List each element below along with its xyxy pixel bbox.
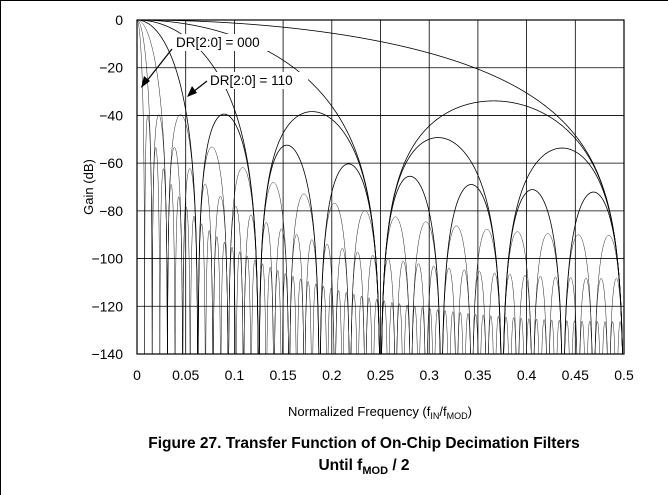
x-tick-label: 0.45 — [562, 367, 589, 383]
filter-curve-series-6 — [137, 20, 623, 354]
caption-line-2: Until fMOD / 2 — [318, 457, 410, 478]
x-tick-label: 0.3 — [419, 367, 439, 383]
x-axis-label: Normalized Frequency (fIN/fMOD) — [288, 404, 472, 421]
x-tick-label: 0.05 — [172, 367, 199, 383]
x-tick-label: 0.5 — [614, 367, 634, 383]
annotation-000-arrowhead — [141, 76, 150, 88]
y-tick-label: −80 — [99, 203, 123, 219]
decimation-filter-chart: 0 −20 −40 −60 −80 −100 −120 −140 0 0.05 0.1 0.15 0.… — [81, 12, 634, 421]
figure-caption: Figure 27. Transfer Function of On-Chip … — [60, 433, 668, 482]
annotation-110-bg — [208, 72, 308, 89]
annotation-000-bg — [174, 34, 274, 51]
filter-curve-series-2 — [137, 20, 623, 354]
y-tick-label: 0 — [115, 12, 123, 28]
filter-curve-series-0 — [137, 20, 623, 354]
annotation-110-arrowhead — [187, 86, 197, 97]
y-tick-labels: 0 −20 −40 −60 −80 −100 −120 −140 — [91, 12, 123, 362]
filter-curves — [137, 20, 623, 354]
x-tick-labels: 0 0.05 0.1 0.15 0.2 0.25 0.3 0.35 0.4 0.45 0.5 — [133, 367, 634, 383]
plot-border — [136, 19, 625, 355]
annotation-000-arrow — [145, 48, 173, 83]
y-tick-label: −100 — [91, 251, 123, 267]
x-tick-label: 0.15 — [269, 367, 296, 383]
annotation-110-arrow — [192, 80, 208, 93]
filter-curve-series-5 — [137, 20, 623, 354]
y-tick-label: −20 — [99, 60, 123, 76]
annotation-dr-110: DR[2:0] = 110 — [210, 73, 293, 88]
filter-curve-series-3 — [137, 20, 623, 354]
y-tick-label: −40 — [99, 107, 123, 123]
x-tick-label: 0.4 — [517, 367, 537, 383]
grid-lines — [137, 20, 624, 354]
x-tick-label: 0.25 — [367, 367, 394, 383]
y-tick-label: −140 — [91, 346, 123, 362]
y-tick-label: −120 — [91, 298, 123, 314]
annotation-dr-000: DR[2:0] = 000 — [176, 35, 260, 50]
x-tick-label: 0.1 — [225, 367, 245, 383]
x-tick-label: 0 — [133, 367, 141, 383]
x-tick-label: 0.35 — [464, 367, 491, 383]
x-tick-label: 0.2 — [322, 367, 342, 383]
caption-line-1: Figure 27. Transfer Function of On-Chip … — [148, 435, 580, 452]
filter-curve-series-1 — [137, 20, 623, 354]
y-axis-label: Gain (dB) — [81, 159, 96, 215]
y-tick-label: −60 — [99, 155, 123, 171]
